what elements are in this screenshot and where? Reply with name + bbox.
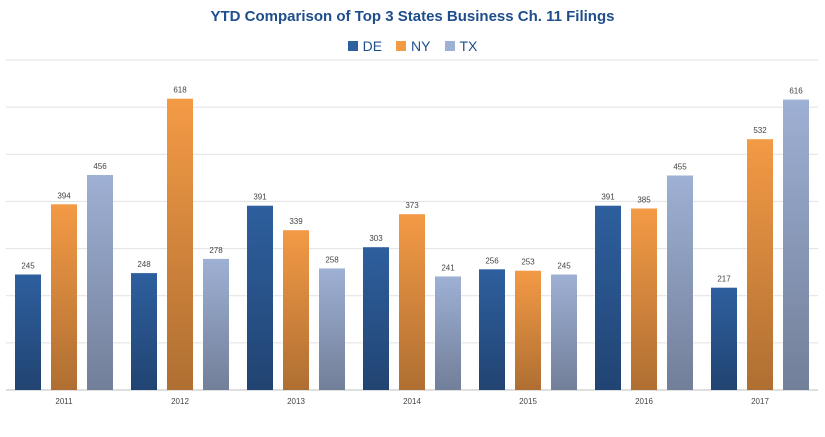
data-label-tx-2011: 456 [93,162,107,171]
bar-de-2014 [363,247,389,390]
legend-label-de: DE [362,38,383,54]
data-label-tx-2014: 241 [441,263,455,272]
bar-de-2012 [131,273,157,390]
data-label-de-2014: 303 [369,234,383,243]
bar-tx-2017 [783,99,809,390]
data-label-ny-2015: 253 [521,258,535,267]
data-label-de-2012: 248 [137,260,151,269]
bars [15,98,809,390]
x-tick-label-2016: 2016 [635,397,653,406]
x-tick-label-2011: 2011 [55,397,73,406]
chart-legend: DE NY TX [0,38,825,54]
bar-ny-2012 [167,98,193,390]
bar-tx-2011 [87,175,113,390]
data-label-de-2011: 245 [21,262,35,271]
bar-tx-2012 [203,258,229,390]
data-label-tx-2015: 245 [557,262,571,271]
bar-ny-2011 [51,204,77,390]
legend-label-ny: NY [411,38,431,54]
bar-ny-2016 [631,208,657,390]
data-label-ny-2017: 532 [753,126,767,135]
legend-item-ny: NY [396,38,431,54]
data-label-de-2015: 256 [485,256,499,265]
chart-title: YTD Comparison of Top 3 States Business … [210,8,615,25]
bar-de-2013 [247,205,273,390]
bar-tx-2015 [551,274,577,390]
bar-de-2011 [15,274,41,390]
legend-item-tx: TX [444,38,478,54]
data-label-ny-2012: 618 [173,86,187,95]
bar-ny-2017 [747,139,773,390]
data-labels: 245 394 456 248 618 278 391 339 258 303 373 241 256 2… [21,86,803,284]
legend-swatch-de [347,41,358,51]
data-label-tx-2012: 278 [209,246,223,255]
x-tick-label-2017: 2017 [751,397,769,406]
legend-swatch-tx [444,41,455,51]
data-label-ny-2016: 385 [637,196,651,205]
bar-tx-2013 [319,268,345,390]
data-label-de-2016: 391 [601,193,615,202]
data-label-de-2017: 217 [717,275,731,284]
bar-ny-2013 [283,230,309,390]
bar-de-2017 [711,287,737,390]
data-label-tx-2013: 258 [325,255,339,264]
legend-label-tx: TX [459,38,478,54]
x-axis: 2011 2012 2013 2014 2015 2016 2017 [55,397,769,406]
legend-swatch-ny [396,41,407,51]
bar-de-2015 [479,269,505,390]
data-label-ny-2014: 373 [405,201,419,210]
data-label-tx-2016: 455 [673,163,687,172]
data-label-de-2013: 391 [253,193,267,202]
bar-de-2016 [595,205,621,390]
data-label-ny-2011: 394 [57,191,71,200]
bar-ny-2014 [399,214,425,390]
data-label-tx-2017: 616 [789,87,803,96]
x-tick-label-2013: 2013 [287,397,305,406]
x-tick-label-2014: 2014 [403,397,421,406]
x-tick-label-2012: 2012 [171,397,189,406]
bar-tx-2014 [435,276,461,390]
legend-item-de: DE [347,38,383,54]
bar-tx-2016 [667,175,693,390]
data-label-ny-2013: 339 [289,217,303,226]
x-tick-label-2015: 2015 [519,397,537,406]
bar-ny-2015 [515,270,541,390]
